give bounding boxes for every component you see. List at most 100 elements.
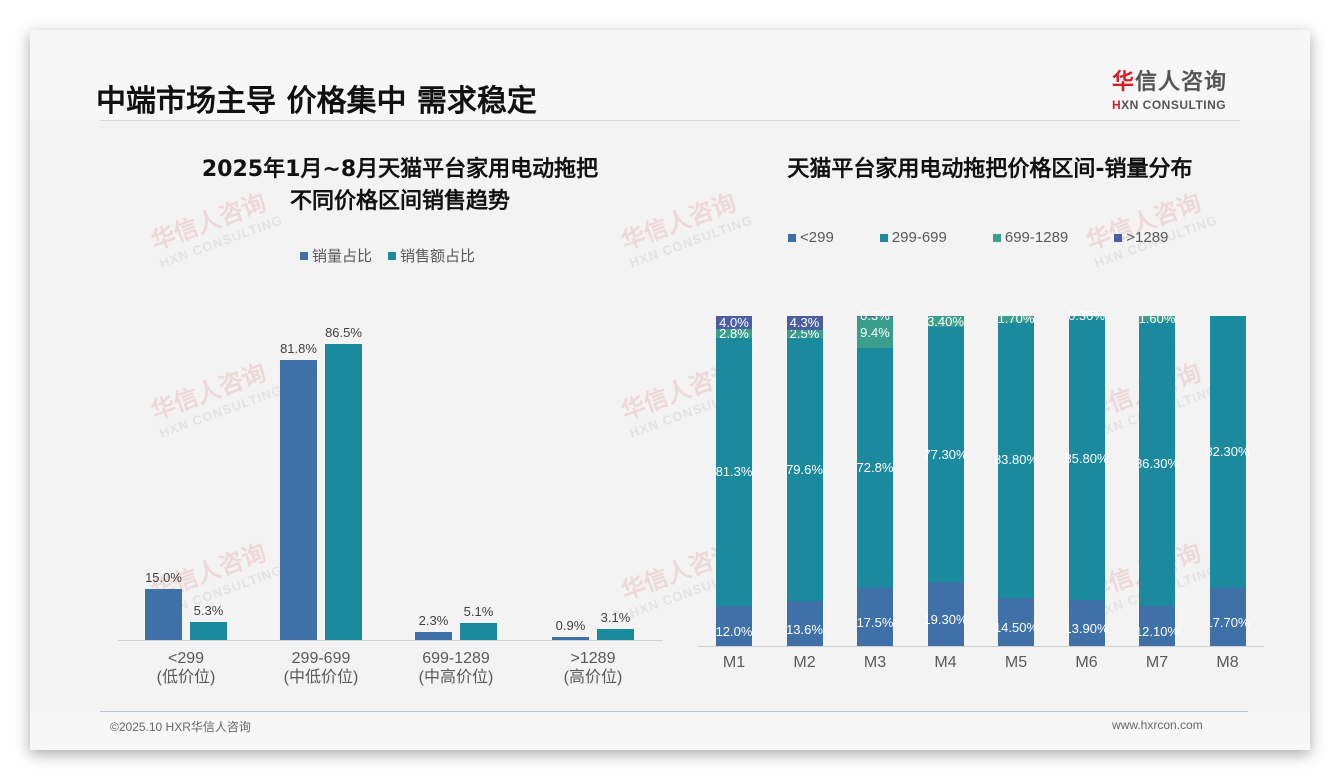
legend-label: 299-699 <box>891 229 947 246</box>
logo-en-rest: XN CONSULTING <box>1121 98 1227 112</box>
segment-299-699[interactable] <box>786 338 823 602</box>
bar-value-label: 0.9% <box>555 617 586 633</box>
bar-value-label: 15.0% <box>145 569 182 585</box>
watermark-en: HXN CONSULTING <box>627 212 755 271</box>
legend-swatch-icon <box>1114 233 1123 242</box>
logo-en: HXN CONSULTING <box>1112 98 1242 112</box>
segment-value-label: 9.4% <box>860 324 890 340</box>
segment-gt1289[interactable] <box>716 316 752 330</box>
segment-value-label: 1.70% <box>997 310 1035 326</box>
segment-value-label: 72.8% <box>856 460 894 476</box>
left-chart-title: 2025年1月~8月天猫平台家用电动拖把 不同价格区间销售趋势 <box>120 154 680 218</box>
segment-value-label: 1.60% <box>1138 310 1176 326</box>
segment-299-699[interactable] <box>927 327 964 583</box>
bar-revenue[interactable] <box>460 622 497 640</box>
segment-299-699[interactable] <box>857 348 893 589</box>
legend-swatch-icon <box>388 251 397 260</box>
segment-value-label: 85.80% <box>1064 450 1109 466</box>
segment-699-1289[interactable] <box>857 316 893 348</box>
segment-lt299[interactable] <box>1068 600 1105 646</box>
segment-lt299[interactable] <box>927 582 964 646</box>
logo-cn-red: 华 <box>1112 70 1136 95</box>
logo: 华信人咨询 HXN CONSULTING <box>1112 64 1242 112</box>
segment-value-label: 0.3% <box>860 308 890 324</box>
segment-gt1289[interactable] <box>786 316 823 331</box>
category-tier: (高价位) <box>563 669 623 686</box>
bar-volume[interactable] <box>552 636 589 640</box>
segment-299-699[interactable] <box>998 321 1034 599</box>
bar-revenue[interactable] <box>325 344 362 640</box>
category-tier: (低价位) <box>156 669 216 686</box>
category-label: <299 (低价位) <box>126 649 246 687</box>
segment-299-699[interactable] <box>716 338 752 607</box>
footer-website[interactable]: www.hxrcon.com <box>1112 718 1203 732</box>
month-label: M1 <box>722 654 746 671</box>
segment-699-1289[interactable] <box>927 316 964 328</box>
footer-copyright: ©2025.10 HXR华信人咨询 <box>110 720 251 734</box>
legend-label: 699-1289 <box>1004 229 1069 246</box>
month-label: M6 <box>1075 654 1098 671</box>
segment-lt299[interactable] <box>716 606 752 646</box>
segment-value-label: 79.6% <box>786 461 823 477</box>
bar-volume[interactable] <box>145 588 182 640</box>
segment-lt299[interactable] <box>857 588 893 646</box>
segment-value-label: 82.30% <box>1205 443 1250 459</box>
category-tier: (中高价位) <box>418 669 494 686</box>
left-chart-legend: 销量占比 销售额占比 <box>300 245 475 266</box>
bar-value-label: 2.3% <box>418 613 449 629</box>
left-chart-title-line2: 不同价格区间销售趋势 <box>289 189 510 214</box>
segment-699-1289[interactable] <box>716 329 752 339</box>
category-range: >1289 <box>570 650 616 667</box>
legend-item-lt299: <299 <box>788 229 834 246</box>
bar-value-label: 3.1% <box>600 610 631 626</box>
legend-swatch-icon <box>879 233 888 242</box>
segment-gt1289[interactable] <box>857 316 893 317</box>
segment-699-1289[interactable] <box>786 330 823 339</box>
segment-value-label: 86.30% <box>1134 455 1180 471</box>
segment-value-label: 14.50% <box>993 620 1039 636</box>
watermark-cn: 华信人咨询 <box>147 358 270 426</box>
segment-299-699[interactable] <box>1139 321 1175 607</box>
page-title: 中端市场主导 价格集中 需求稳定 <box>96 84 537 119</box>
segment-value-label: 3.40% <box>927 313 964 329</box>
legend-item-revenue: 销售额占比 <box>388 245 475 266</box>
bar-revenue[interactable] <box>190 621 227 640</box>
segment-value-label: 13.6% <box>786 621 823 637</box>
month-label: M4 <box>934 654 957 671</box>
segment-lt299[interactable] <box>1209 587 1246 646</box>
segment-lt299[interactable] <box>1139 606 1175 646</box>
segment-299-699[interactable] <box>1209 316 1246 588</box>
month-label: M3 <box>863 654 887 671</box>
bar-revenue[interactable] <box>597 629 634 640</box>
legend-item-volume: 销量占比 <box>300 245 372 266</box>
segment-value-label: 0.30% <box>1068 308 1105 324</box>
legend-label: <299 <box>800 229 834 246</box>
month-label: M8 <box>1216 654 1239 671</box>
segment-value-label: 12.0% <box>715 624 753 640</box>
category-label: >1289 (高价位) <box>533 649 653 687</box>
month-label: M5 <box>1004 654 1028 671</box>
bar-value-label: 81.8% <box>280 341 317 357</box>
bar-volume[interactable] <box>280 360 317 640</box>
category-tier: (中低价位) <box>283 669 359 686</box>
segment-699-1289[interactable] <box>1139 316 1175 322</box>
legend-label: 销量占比 <box>312 248 373 265</box>
legend-item-299-699: 299-699 <box>879 229 947 246</box>
segment-value-label: 83.80% <box>993 451 1039 467</box>
month-label: M2 <box>793 654 816 671</box>
segment-lt299[interactable] <box>786 601 823 646</box>
segment-699-1289[interactable] <box>998 316 1034 322</box>
legend-swatch-icon <box>300 251 308 260</box>
segment-299-699[interactable] <box>1068 316 1105 601</box>
legend-swatch-icon <box>992 233 1001 242</box>
watermark-en: HXN CONSULTING <box>157 212 285 271</box>
bar-volume[interactable] <box>415 632 452 640</box>
segment-value-label: 81.3% <box>715 464 753 480</box>
segment-699-1289[interactable] <box>1068 316 1105 317</box>
legend-label: 销售额占比 <box>400 248 476 265</box>
segment-lt299[interactable] <box>998 598 1034 646</box>
month-label: M7 <box>1145 654 1169 671</box>
segment-value-label: 17.70% <box>1205 614 1250 630</box>
